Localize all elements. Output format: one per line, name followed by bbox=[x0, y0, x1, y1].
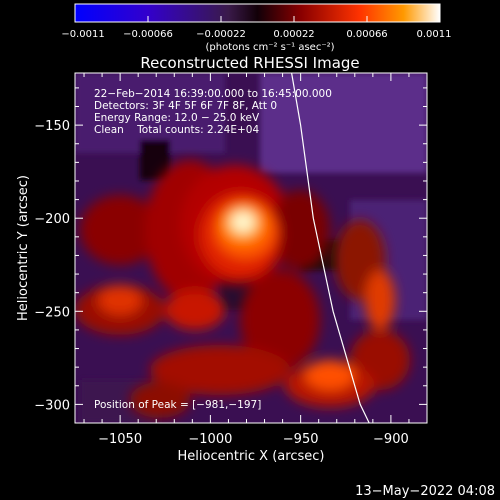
colorbar-tick-label: 0.00066 bbox=[346, 29, 387, 40]
y-tick-label: −250 bbox=[34, 305, 70, 320]
info-annotations: 22−Feb−2014 16:39:00.000 to 16:45:00.000… bbox=[94, 88, 332, 136]
x-tick-label: −1050 bbox=[98, 432, 142, 447]
annotation-time-range: 22−Feb−2014 16:39:00.000 to 16:45:00.000 bbox=[94, 88, 332, 100]
colorbar-ticks bbox=[74, 16, 441, 22]
y-tick-labels: −150 −200 −250 −300 bbox=[34, 119, 70, 413]
x-tick-label: −950 bbox=[283, 432, 319, 447]
colorbar-gradient bbox=[74, 3, 441, 23]
colorbar-tick-label: −0.0011 bbox=[61, 29, 104, 40]
annotation-detectors: Detectors: 3F 4F 5F 6F 7F 8F, Att 0 bbox=[94, 100, 277, 112]
y-tick-label: −150 bbox=[34, 119, 70, 134]
annotation-energy-range: Energy Range: 12.0 − 25.0 keV bbox=[94, 112, 260, 124]
x-ticks bbox=[83, 73, 428, 423]
plot-area bbox=[75, 73, 427, 423]
colorbar-unit-label: (photons cm⁻² s⁻¹ asec⁻²) bbox=[205, 42, 334, 53]
colorbar-tick-label: 0.0011 bbox=[417, 29, 452, 40]
colorbar-tick-labels: −0.0011 −0.00066 −0.00022 0.00022 0.00066 0.0… bbox=[61, 29, 451, 40]
y-axis: −150 −200 −250 −300 bbox=[34, 87, 427, 413]
x-axis-label: Heliocentric X (arcsec) bbox=[178, 449, 325, 464]
peak-position-label: Position of Peak = [−981,−197] bbox=[94, 399, 261, 411]
colorbar-tick-label: 0.00022 bbox=[273, 29, 314, 40]
colorbar-tick-label: −0.00066 bbox=[123, 29, 173, 40]
y-ticks bbox=[75, 87, 427, 405]
x-tick-label: −1000 bbox=[188, 432, 232, 447]
solar-limb-line bbox=[291, 73, 370, 423]
x-tick-label: −900 bbox=[373, 432, 409, 447]
chart-title: Reconstructed RHESSI Image bbox=[140, 54, 359, 72]
plot-frame bbox=[74, 72, 428, 424]
y-tick-label: −200 bbox=[34, 212, 70, 227]
x-tick-labels: −1050 −1000 −950 −900 bbox=[98, 432, 409, 447]
footer-timestamp: 13−May−2022 04:08 bbox=[355, 484, 495, 499]
y-axis-label: Heliocentric Y (arcsec) bbox=[16, 175, 31, 321]
annotation-clean-counts: Clean Total counts: 2.24E+04 bbox=[94, 124, 259, 136]
x-axis: −1050 −1000 −950 −900 bbox=[83, 73, 428, 447]
colorbar-tick-label: −0.00022 bbox=[196, 29, 246, 40]
heatmap-emission bbox=[75, 160, 410, 418]
colorbar: −0.0011 −0.00066 −0.00022 0.00022 0.00066 0.0… bbox=[61, 3, 452, 53]
y-tick-label: −300 bbox=[34, 398, 70, 413]
